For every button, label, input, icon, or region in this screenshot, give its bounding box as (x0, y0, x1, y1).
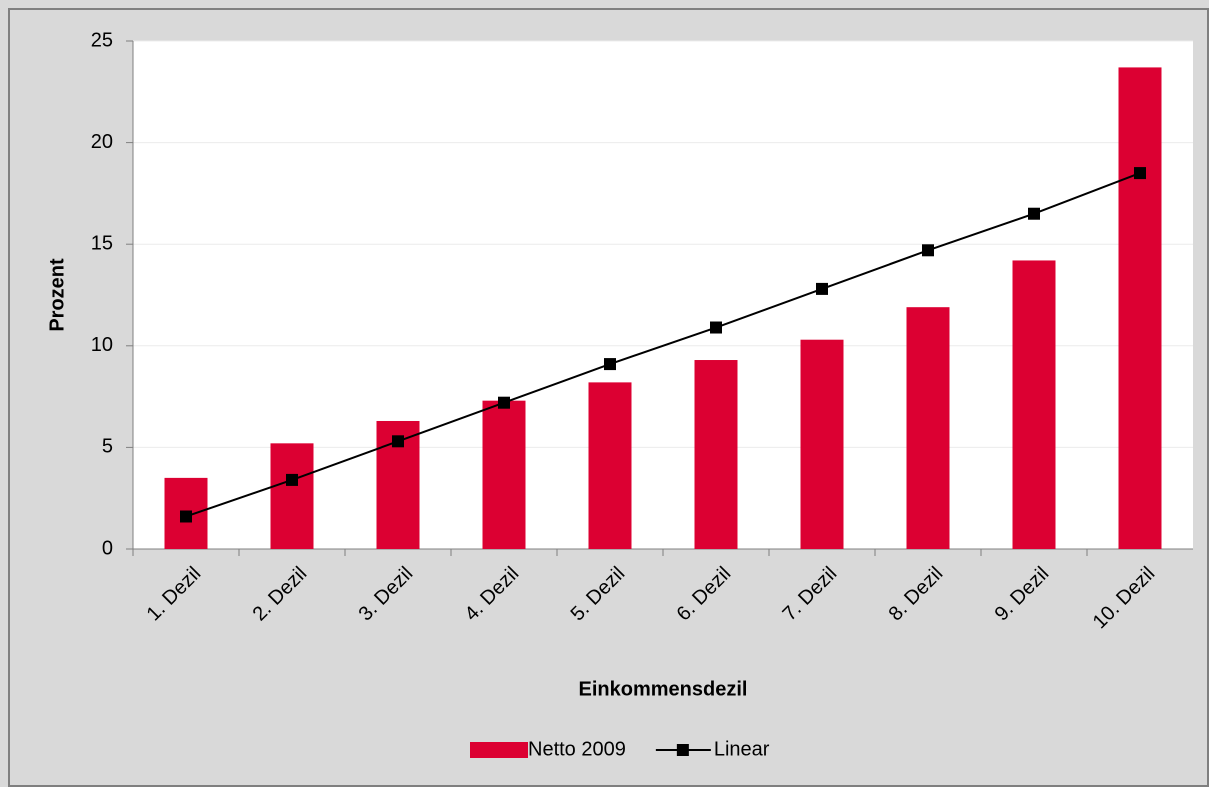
y-tick-label: 25 (91, 29, 113, 51)
bar (1118, 67, 1162, 549)
chart-border (8, 8, 1209, 787)
bar (800, 339, 844, 549)
line-marker (816, 282, 828, 295)
bar (588, 382, 632, 549)
y-tick-label: 20 (91, 131, 113, 153)
line-marker (710, 321, 722, 334)
line-marker (1134, 167, 1146, 180)
y-tick-label: 10 (91, 334, 113, 356)
bar (270, 443, 314, 549)
line-marker (180, 510, 192, 523)
legend-marker (676, 744, 689, 756)
bar (694, 360, 738, 549)
bar (1012, 260, 1056, 549)
legend-swatch (470, 742, 528, 758)
trend-line (185, 172, 1141, 518)
legend-label: Netto 2009 (528, 738, 626, 760)
line-marker (286, 473, 298, 486)
y-tick-label: 15 (91, 232, 113, 254)
line-marker (498, 396, 510, 409)
line-marker (392, 435, 404, 448)
line-marker (1028, 207, 1040, 220)
legend-label: Linear (714, 738, 770, 760)
y-tick-label: 5 (102, 436, 113, 458)
line-marker (604, 358, 616, 371)
bar (482, 400, 526, 549)
x-axis-label: Einkommensdezil (579, 678, 748, 700)
line-marker (922, 244, 934, 257)
y-tick-label: 0 (102, 537, 113, 559)
bar (906, 307, 950, 549)
y-axis-label: Prozent (46, 258, 68, 332)
